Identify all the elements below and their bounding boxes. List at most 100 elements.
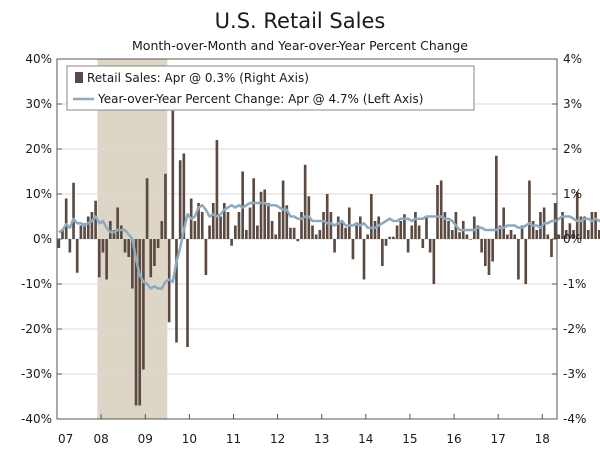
bar [204, 239, 208, 275]
bar [116, 207, 119, 239]
x-axis-tick-label: 13 [314, 432, 329, 446]
bar [447, 221, 450, 239]
bar [325, 194, 329, 239]
bar [303, 164, 307, 239]
right-axis-tick-label: 2% [563, 142, 582, 156]
bar [94, 200, 97, 239]
bar [123, 239, 127, 253]
bar [572, 230, 575, 239]
bar [366, 234, 369, 239]
bar [557, 234, 561, 239]
bar [483, 239, 487, 266]
bar [333, 239, 336, 253]
bar [428, 239, 432, 253]
bar [597, 230, 600, 239]
bar [259, 191, 263, 239]
bar [237, 212, 241, 239]
bar [329, 212, 333, 239]
left-axis-tick-label: 0% [33, 232, 52, 246]
x-axis-tick-label: 11 [226, 432, 241, 446]
right-axis-tick-label: -2% [563, 322, 586, 336]
bar [465, 234, 469, 239]
bar [222, 203, 226, 239]
bar [300, 212, 303, 239]
bar [79, 225, 83, 239]
chart-subtitle: Month-over-Month and Year-over-Year Perc… [132, 38, 468, 53]
bar [381, 239, 384, 266]
bar [208, 225, 211, 239]
bar [347, 207, 351, 239]
bar [586, 230, 590, 239]
bar [472, 216, 476, 239]
bar [546, 234, 550, 239]
bar [101, 239, 105, 253]
bar [469, 239, 472, 240]
bar [432, 239, 436, 284]
bar [458, 232, 461, 239]
legend-label-retail-sales: Retail Sales: Apr @ 0.3% (Right Axis) [87, 71, 309, 85]
bar [439, 180, 443, 239]
bar [75, 239, 79, 273]
bar [292, 227, 296, 239]
bar [72, 182, 75, 239]
bar [267, 203, 270, 239]
bar [83, 223, 86, 239]
left-axis-tick-label: -20% [21, 322, 52, 336]
bar [476, 225, 480, 239]
bar [175, 239, 178, 343]
left-axis-tick-label: 20% [25, 142, 52, 156]
bar [153, 239, 156, 266]
legend-swatch-bar [75, 72, 83, 83]
x-axis-tick-label: 10 [182, 432, 197, 446]
bar [149, 239, 153, 278]
bar [278, 212, 281, 239]
bar [561, 212, 564, 239]
x-axis-tick-label: 07 [58, 432, 73, 446]
bar [480, 239, 483, 253]
bar [274, 234, 278, 239]
x-axis-tick-label: 09 [138, 432, 153, 446]
left-axis-tick-label: -10% [21, 277, 52, 291]
bar [414, 212, 417, 239]
bar [97, 239, 101, 278]
x-axis-tick-label: 17 [491, 432, 506, 446]
bar [289, 227, 292, 239]
bar [270, 221, 274, 239]
bar [171, 110, 175, 239]
bar [399, 221, 403, 239]
bar [233, 225, 237, 239]
bar [495, 155, 498, 239]
bar [61, 230, 64, 239]
bar [112, 230, 116, 239]
bar [506, 234, 509, 239]
bar [245, 230, 248, 239]
bar [425, 216, 428, 239]
bar [131, 239, 134, 289]
bar [197, 203, 200, 239]
bar [311, 225, 314, 239]
bar [86, 216, 90, 239]
bar [575, 191, 579, 239]
bar [358, 216, 362, 239]
yoy-line [58, 201, 600, 290]
bar [417, 225, 421, 239]
bar [388, 236, 392, 239]
bar [127, 239, 131, 257]
bar [193, 221, 197, 239]
bar [443, 212, 447, 239]
bar [502, 207, 506, 239]
bar [579, 216, 583, 239]
bar [178, 160, 182, 239]
bar [186, 239, 189, 347]
left-axis-tick-label: 10% [25, 187, 52, 201]
bar [513, 234, 517, 239]
bar [322, 212, 325, 239]
bar [583, 216, 586, 239]
bar [509, 230, 513, 239]
bar [410, 225, 414, 239]
bar [336, 216, 340, 239]
bar [568, 223, 572, 239]
bar [392, 236, 395, 239]
legend-box [66, 65, 475, 111]
